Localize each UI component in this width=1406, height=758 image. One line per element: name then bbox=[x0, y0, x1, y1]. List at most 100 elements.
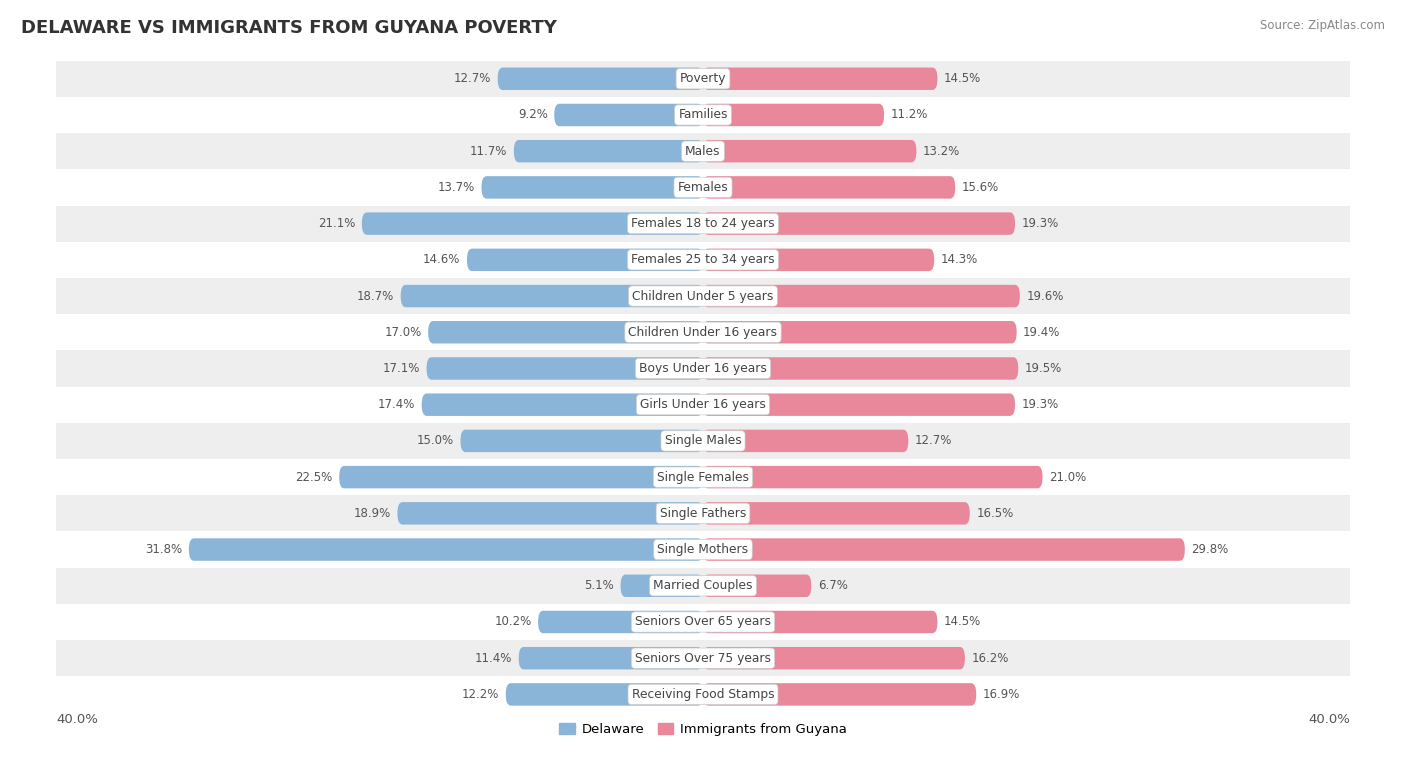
Text: 14.5%: 14.5% bbox=[943, 615, 981, 628]
Text: 5.1%: 5.1% bbox=[585, 579, 614, 592]
Bar bbox=[56, 459, 1350, 495]
FancyBboxPatch shape bbox=[703, 321, 1017, 343]
Bar bbox=[56, 97, 1350, 133]
Text: Single Females: Single Females bbox=[657, 471, 749, 484]
Bar bbox=[56, 205, 1350, 242]
Text: 12.7%: 12.7% bbox=[915, 434, 952, 447]
Bar bbox=[56, 387, 1350, 423]
Bar bbox=[56, 604, 1350, 640]
FancyBboxPatch shape bbox=[422, 393, 703, 416]
Text: Females 25 to 34 years: Females 25 to 34 years bbox=[631, 253, 775, 266]
Text: Single Fathers: Single Fathers bbox=[659, 507, 747, 520]
FancyBboxPatch shape bbox=[620, 575, 703, 597]
Text: Females 18 to 24 years: Females 18 to 24 years bbox=[631, 217, 775, 230]
Bar bbox=[56, 423, 1350, 459]
FancyBboxPatch shape bbox=[506, 683, 703, 706]
Bar bbox=[56, 278, 1350, 314]
Text: Single Mothers: Single Mothers bbox=[658, 543, 748, 556]
Text: 21.1%: 21.1% bbox=[318, 217, 356, 230]
FancyBboxPatch shape bbox=[467, 249, 703, 271]
FancyBboxPatch shape bbox=[401, 285, 703, 307]
FancyBboxPatch shape bbox=[339, 466, 703, 488]
Text: 10.2%: 10.2% bbox=[495, 615, 531, 628]
Text: 11.7%: 11.7% bbox=[470, 145, 508, 158]
Bar bbox=[56, 568, 1350, 604]
Text: 14.6%: 14.6% bbox=[423, 253, 461, 266]
FancyBboxPatch shape bbox=[703, 176, 955, 199]
Text: 19.3%: 19.3% bbox=[1022, 398, 1059, 411]
FancyBboxPatch shape bbox=[538, 611, 703, 633]
Text: 13.2%: 13.2% bbox=[922, 145, 960, 158]
FancyBboxPatch shape bbox=[703, 285, 1019, 307]
FancyBboxPatch shape bbox=[703, 430, 908, 452]
Text: 11.4%: 11.4% bbox=[475, 652, 512, 665]
Text: 40.0%: 40.0% bbox=[56, 713, 98, 725]
Text: Children Under 16 years: Children Under 16 years bbox=[628, 326, 778, 339]
Text: 22.5%: 22.5% bbox=[295, 471, 333, 484]
Text: Families: Families bbox=[678, 108, 728, 121]
Text: 15.6%: 15.6% bbox=[962, 181, 998, 194]
Text: 15.0%: 15.0% bbox=[416, 434, 454, 447]
Text: Receiving Food Stamps: Receiving Food Stamps bbox=[631, 688, 775, 701]
FancyBboxPatch shape bbox=[426, 357, 703, 380]
Bar bbox=[56, 350, 1350, 387]
Text: 17.4%: 17.4% bbox=[378, 398, 415, 411]
Text: Girls Under 16 years: Girls Under 16 years bbox=[640, 398, 766, 411]
FancyBboxPatch shape bbox=[554, 104, 703, 126]
FancyBboxPatch shape bbox=[188, 538, 703, 561]
FancyBboxPatch shape bbox=[703, 575, 811, 597]
Text: 11.2%: 11.2% bbox=[890, 108, 928, 121]
Text: Females: Females bbox=[678, 181, 728, 194]
Bar bbox=[56, 61, 1350, 97]
FancyBboxPatch shape bbox=[429, 321, 703, 343]
Text: 16.2%: 16.2% bbox=[972, 652, 1008, 665]
Text: 19.3%: 19.3% bbox=[1022, 217, 1059, 230]
Text: 16.9%: 16.9% bbox=[983, 688, 1021, 701]
FancyBboxPatch shape bbox=[703, 104, 884, 126]
FancyBboxPatch shape bbox=[519, 647, 703, 669]
Text: 29.8%: 29.8% bbox=[1191, 543, 1229, 556]
FancyBboxPatch shape bbox=[703, 393, 1015, 416]
FancyBboxPatch shape bbox=[703, 466, 1043, 488]
Text: 6.7%: 6.7% bbox=[818, 579, 848, 592]
Text: Poverty: Poverty bbox=[679, 72, 727, 85]
Text: 31.8%: 31.8% bbox=[145, 543, 183, 556]
Bar bbox=[56, 314, 1350, 350]
Text: DELAWARE VS IMMIGRANTS FROM GUYANA POVERTY: DELAWARE VS IMMIGRANTS FROM GUYANA POVER… bbox=[21, 19, 557, 37]
FancyBboxPatch shape bbox=[361, 212, 703, 235]
Text: Single Males: Single Males bbox=[665, 434, 741, 447]
Bar bbox=[56, 676, 1350, 713]
Text: 21.0%: 21.0% bbox=[1049, 471, 1087, 484]
Text: 14.5%: 14.5% bbox=[943, 72, 981, 85]
Text: 14.3%: 14.3% bbox=[941, 253, 979, 266]
FancyBboxPatch shape bbox=[703, 212, 1015, 235]
Text: Children Under 5 years: Children Under 5 years bbox=[633, 290, 773, 302]
Text: Boys Under 16 years: Boys Under 16 years bbox=[640, 362, 766, 375]
Text: 18.7%: 18.7% bbox=[357, 290, 394, 302]
Bar bbox=[56, 169, 1350, 205]
Text: Seniors Over 65 years: Seniors Over 65 years bbox=[636, 615, 770, 628]
FancyBboxPatch shape bbox=[703, 67, 938, 90]
FancyBboxPatch shape bbox=[703, 683, 976, 706]
Bar bbox=[56, 133, 1350, 169]
FancyBboxPatch shape bbox=[703, 647, 965, 669]
Text: 19.5%: 19.5% bbox=[1025, 362, 1062, 375]
FancyBboxPatch shape bbox=[703, 357, 1018, 380]
Text: 13.7%: 13.7% bbox=[437, 181, 475, 194]
Bar bbox=[56, 531, 1350, 568]
Text: 9.2%: 9.2% bbox=[517, 108, 548, 121]
Bar bbox=[56, 495, 1350, 531]
Text: Seniors Over 75 years: Seniors Over 75 years bbox=[636, 652, 770, 665]
Legend: Delaware, Immigrants from Guyana: Delaware, Immigrants from Guyana bbox=[554, 718, 852, 742]
Text: Source: ZipAtlas.com: Source: ZipAtlas.com bbox=[1260, 19, 1385, 32]
Bar bbox=[56, 242, 1350, 278]
Text: 19.4%: 19.4% bbox=[1024, 326, 1060, 339]
Text: Married Couples: Married Couples bbox=[654, 579, 752, 592]
FancyBboxPatch shape bbox=[703, 538, 1185, 561]
FancyBboxPatch shape bbox=[513, 140, 703, 162]
FancyBboxPatch shape bbox=[703, 502, 970, 525]
Text: 19.6%: 19.6% bbox=[1026, 290, 1064, 302]
Text: 40.0%: 40.0% bbox=[1308, 713, 1350, 725]
FancyBboxPatch shape bbox=[481, 176, 703, 199]
FancyBboxPatch shape bbox=[703, 249, 934, 271]
